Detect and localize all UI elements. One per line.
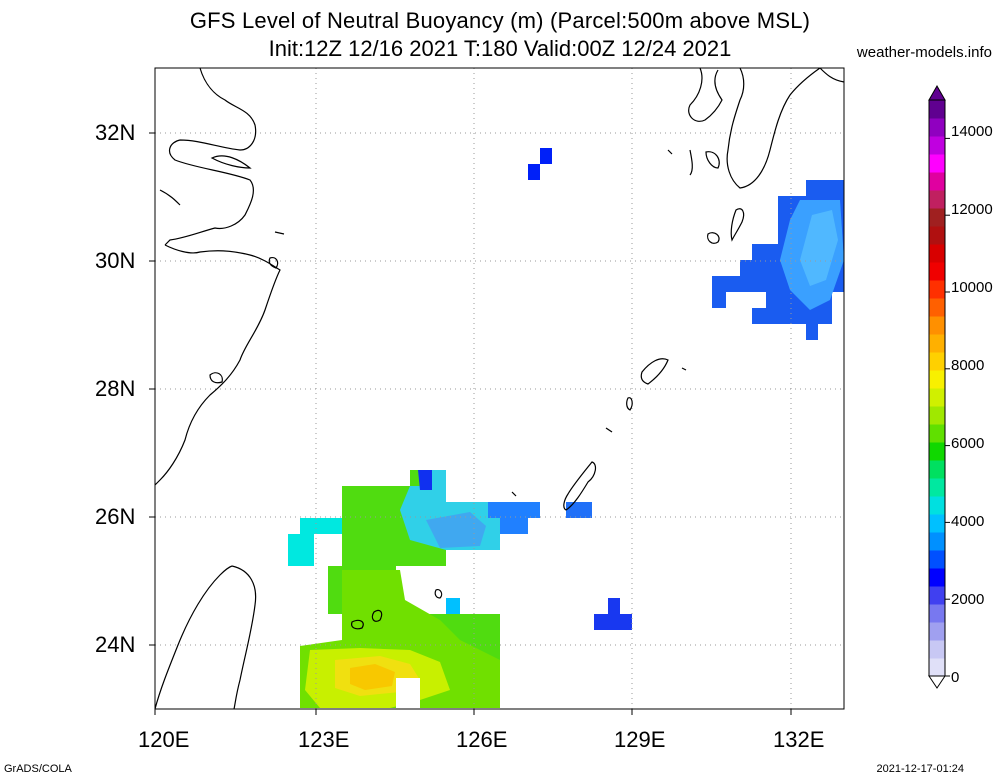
colorbar-swatch — [929, 226, 945, 245]
colorbar-swatch — [929, 118, 945, 137]
colorbar-swatch — [929, 172, 945, 191]
footer-timestamp: 2021-12-17-01:24 — [876, 763, 964, 775]
colorbar-swatch — [929, 406, 945, 425]
lon-label-132e: 132E — [773, 727, 825, 752]
colorbar-swatch — [929, 262, 945, 281]
source-credit: weather-models.info — [856, 44, 992, 61]
colorbar-label-10000: 10000 — [951, 279, 993, 296]
colorbar-swatch — [929, 442, 945, 461]
colorbar-swatch — [929, 532, 945, 551]
colorbar-label-8000: 8000 — [951, 357, 985, 374]
lon-label-120e: 120E — [138, 727, 190, 752]
chart-subtitle: Init:12Z 12/16 2021 T:180 Valid:00Z 12/2… — [268, 36, 732, 61]
colorbar-label-0: 0 — [951, 669, 960, 686]
axis-ticks — [149, 132, 792, 715]
colorbar-swatch — [929, 514, 945, 533]
lnb-field-south — [288, 470, 592, 708]
lat-label-24n: 24N — [95, 632, 136, 657]
colorbar-swatch — [929, 550, 945, 569]
colorbar-label-6000: 6000 — [951, 435, 985, 452]
colorbar-swatch — [929, 136, 945, 155]
colorbar-swatch — [929, 622, 945, 641]
lat-label-30n: 30N — [95, 248, 136, 273]
colorbar-label-12000: 12000 — [951, 201, 993, 218]
chart-title: GFS Level of Neutral Buoyancy (m) (Parce… — [189, 8, 811, 33]
colorbar-swatch — [929, 658, 945, 677]
map-panel — [154, 67, 845, 710]
lon-label-123e: 123E — [298, 727, 350, 752]
colorbar-swatch — [929, 424, 945, 443]
colorbar-swatch — [929, 604, 945, 623]
colorbar-frame — [928, 99, 946, 677]
colorbar-label-14000: 14000 — [951, 123, 993, 140]
lat-label-26n: 26N — [95, 504, 136, 529]
colorbar-swatch — [929, 568, 945, 587]
lnb-field-northeast — [712, 180, 844, 340]
footer-software: GrADS/COLA — [4, 763, 72, 775]
colorbar-label-2000: 2000 — [951, 591, 985, 608]
colorbar-swatch — [929, 478, 945, 497]
lnb-field-isolated — [528, 148, 632, 630]
colorbar-swatch — [929, 190, 945, 209]
colorbar-swatch — [929, 388, 945, 407]
lat-label-28n: 28N — [95, 376, 136, 401]
colorbar-swatch — [929, 496, 945, 515]
colorbar-swatch — [929, 334, 945, 353]
colorbar-swatch — [929, 244, 945, 263]
colorbar-label-4000: 4000 — [951, 513, 985, 530]
graticule — [155, 68, 844, 709]
colorbar-swatch — [929, 352, 945, 371]
colorbar-swatch — [929, 100, 945, 119]
colorbar-swatch — [929, 640, 945, 659]
lon-label-129e: 129E — [614, 727, 666, 752]
colorbar-swatch — [929, 154, 945, 173]
coastlines — [154, 67, 845, 710]
lat-label-32n: 32N — [95, 120, 136, 145]
colorbar-swatch — [929, 316, 945, 335]
colorbar — [928, 84, 950, 689]
colorbar-swatch — [929, 460, 945, 479]
colorbar-swatch — [929, 586, 945, 605]
colorbar-swatch — [929, 280, 945, 299]
colorbar-swatch — [929, 208, 945, 227]
lon-label-126e: 126E — [456, 727, 508, 752]
colorbar-max-arrow — [928, 84, 946, 101]
colorbar-swatch — [929, 298, 945, 317]
colorbar-swatch — [929, 370, 945, 389]
colorbar-min-arrow — [928, 675, 946, 689]
